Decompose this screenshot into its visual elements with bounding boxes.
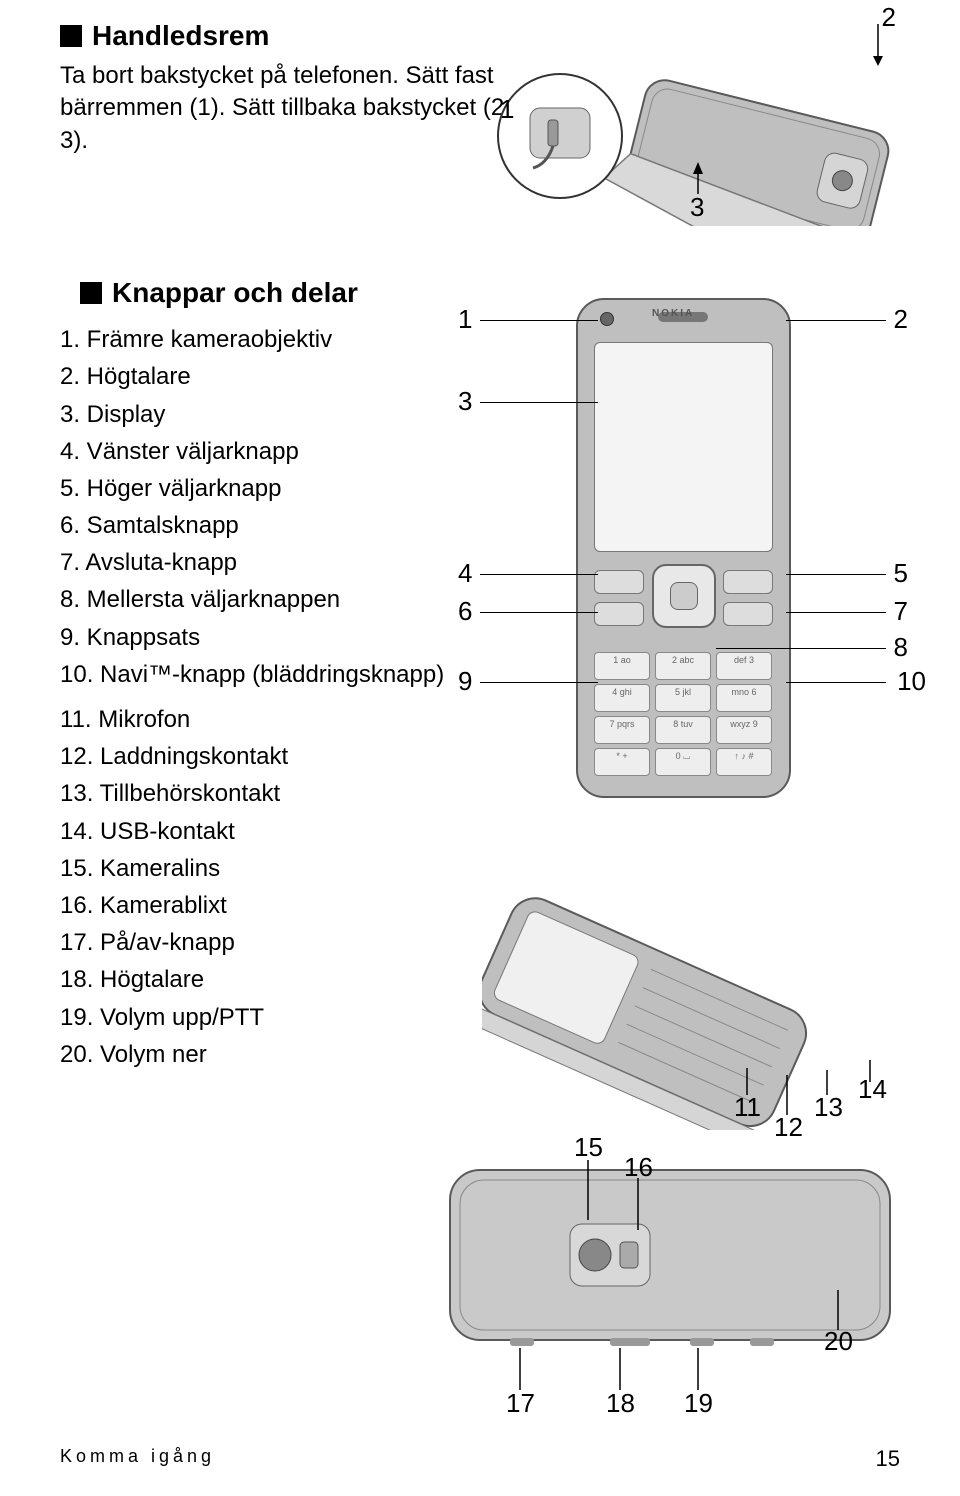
left-softkey xyxy=(594,570,644,594)
fig4-l15: 15 xyxy=(574,1132,603,1163)
square-bullet-icon xyxy=(60,25,82,47)
brand-label: NOKIA xyxy=(652,308,694,319)
fig1-label-2: 2 xyxy=(882,2,896,33)
figure-strap-diagram: 1 2 3 xyxy=(480,16,920,226)
square-bullet-icon xyxy=(80,282,102,304)
fig2-l3: 3 xyxy=(458,386,472,417)
fig1-label-3: 3 xyxy=(690,192,704,223)
heading-text: Handledsrem xyxy=(92,20,269,52)
fig1-label-1: 1 xyxy=(500,94,514,125)
fig4-l17: 17 xyxy=(506,1388,535,1419)
right-softkey xyxy=(723,570,773,594)
fig2-l1: 1 xyxy=(458,304,472,335)
figure-angled-view: 11 12 13 14 xyxy=(482,870,912,1130)
front-camera-dot xyxy=(600,312,614,326)
navi-center xyxy=(670,582,698,610)
heading-text: Knappar och delar xyxy=(112,277,358,309)
fig2-l4: 4 xyxy=(458,558,472,589)
fig4-l16: 16 xyxy=(624,1152,653,1183)
fig3-l14: 14 xyxy=(858,1074,887,1105)
footer-section: Komma igång xyxy=(60,1446,215,1472)
figure-front-view: NOKIA 1 ao 2 abc def 3 4 ghi 5 jkl mno 6 xyxy=(446,290,916,820)
figure-back-view: 15 16 17 18 19 20 xyxy=(410,1130,930,1420)
fig3-l13: 13 xyxy=(814,1092,843,1123)
fig2-l9: 9 xyxy=(458,666,472,697)
fig2-l5: 5 xyxy=(894,558,908,589)
display-area xyxy=(594,342,773,552)
end-key xyxy=(723,602,773,626)
fig2-l8: 8 xyxy=(894,632,908,663)
fig4-l18: 18 xyxy=(606,1388,635,1419)
fig2-l2: 2 xyxy=(894,304,908,335)
section1-body: Ta bort bakstycket på telefonen. Sätt fa… xyxy=(60,60,530,157)
footer-page-number: 15 xyxy=(876,1446,900,1472)
fig2-l10: 10 xyxy=(897,666,926,697)
fig2-l7: 7 xyxy=(894,596,908,627)
fig4-l19: 19 xyxy=(684,1388,713,1419)
fig3-l11: 11 xyxy=(734,1092,761,1123)
page-footer: Komma igång 15 xyxy=(60,1446,900,1472)
call-key xyxy=(594,602,644,626)
fig2-l6: 6 xyxy=(458,596,472,627)
fig4-l20: 20 xyxy=(824,1326,853,1357)
